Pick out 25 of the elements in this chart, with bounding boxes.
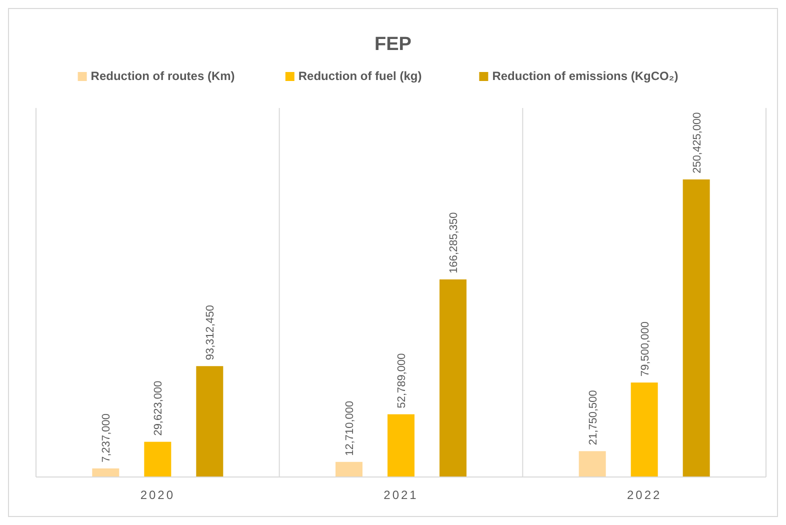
x-tick-label: 2022 [626,488,662,502]
bar [440,279,466,477]
data-label: 93,312,450 [204,305,217,360]
bar [578,451,606,477]
bar [196,366,224,477]
data-label: 29,623,000 [152,380,165,436]
data-label: 7,237,000 [100,413,113,462]
x-tick-label: 2021 [384,488,418,502]
legend-label: Reduction of routes (Km) [90,69,235,83]
legend-label: Reduction of emissions (KgCO₂) [492,69,678,83]
bar [682,179,710,477]
bar [92,468,120,477]
data-label: 250,425,000 [691,112,704,174]
bar [144,442,172,477]
data-label: 12,710,000 [344,400,356,456]
data-label: 52,789,000 [396,353,408,408]
x-tick-label: 2020 [140,488,176,502]
data-label: 79,500,000 [639,321,652,377]
legend-label: Reduction of fuel (kg) [298,69,422,83]
bar [388,414,414,477]
bar [630,382,658,477]
data-label: 21,750,500 [587,390,600,446]
chart-title: FEP [374,34,412,55]
bar [336,462,362,477]
data-label: 166,285,350 [448,212,460,274]
